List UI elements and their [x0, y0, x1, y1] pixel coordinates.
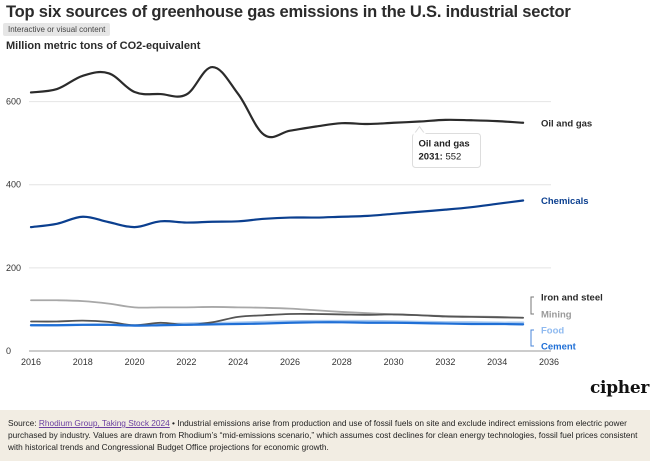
y-tick-label: 200: [6, 263, 21, 273]
series-label-iron-and-steel: Iron and steel: [541, 293, 603, 304]
x-tick-label: 2030: [384, 357, 404, 367]
cipher-logo: cipher: [590, 378, 650, 398]
x-tick-label: 2022: [176, 357, 196, 367]
chart-title: Top six sources of greenhouse gas emissi…: [6, 3, 571, 21]
series-line-iron-and-steel[interactable]: [30, 312, 524, 327]
tooltip-series: Oil and gas: [419, 139, 470, 150]
series-label-chemicals: Chemicals: [541, 196, 589, 207]
source-prefix: Source:: [8, 418, 39, 428]
series-line-oil-and-gas[interactable]: [29, 65, 525, 139]
y-tick-label: 400: [6, 180, 21, 190]
tooltip-value: 2031: 552: [419, 152, 462, 163]
x-tick-label: 2034: [487, 357, 507, 367]
label-leader-blue: [530, 329, 534, 347]
series-line-cement[interactable]: [29, 321, 525, 327]
line-chart[interactable]: 0 200 400 600 2016 2018 2020 2022 2024 2026 2028 20…: [0, 0, 650, 405]
interactive-badge: Interactive or visual content: [3, 23, 111, 36]
tooltip-pointer: [413, 125, 426, 135]
source-notes: • Industrial emissions arise from produc…: [8, 418, 638, 452]
series-label-food: Food: [541, 326, 564, 337]
label-leader-grey: [530, 296, 534, 315]
x-tick-label: 2026: [280, 357, 300, 367]
series-label-mining: Mining: [541, 310, 572, 321]
x-tick-label: 2036: [539, 357, 559, 367]
tooltip-pointer-mask: [413, 132, 426, 136]
y-tick-label: 600: [6, 97, 21, 107]
tooltip-box: [412, 133, 481, 169]
series-label-cement: Cement: [541, 342, 577, 353]
chart-subtitle: Million metric tons of CO2-equivalent: [6, 40, 201, 52]
x-tick-label: 2032: [435, 357, 455, 367]
y-tick-label: 0: [6, 346, 11, 356]
x-tick-label: 2024: [228, 357, 248, 367]
series-line-chemicals[interactable]: [29, 199, 525, 229]
x-tick-label: 2028: [332, 357, 352, 367]
series-label-oil-and-gas: Oil and gas: [541, 118, 592, 129]
source-footer: Source: Rhodium Group, Taking Stock 2024…: [0, 410, 650, 461]
x-tick-label: 2020: [125, 357, 145, 367]
source-link[interactable]: Rhodium Group, Taking Stock 2024: [38, 418, 170, 428]
x-tick-label: 2018: [73, 357, 93, 367]
x-tick-label: 2016: [21, 357, 41, 367]
